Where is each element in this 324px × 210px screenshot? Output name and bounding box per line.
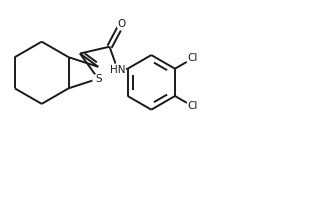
Text: HN: HN: [110, 65, 126, 75]
Text: Cl: Cl: [188, 53, 198, 63]
Text: S: S: [95, 74, 101, 84]
Text: Cl: Cl: [188, 101, 198, 112]
Text: O: O: [118, 19, 126, 29]
